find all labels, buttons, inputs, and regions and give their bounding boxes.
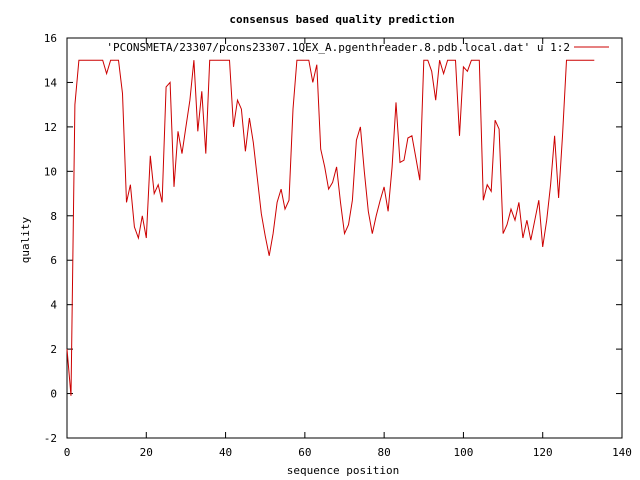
y-tick-label: 14 (44, 76, 58, 89)
legend: 'PCONSMETA/23307/pcons23307.1QEX_A.pgent… (106, 41, 609, 54)
y-tick-label: 6 (50, 254, 57, 267)
x-tick-label: 0 (64, 446, 71, 459)
x-axis-label: sequence position (287, 464, 400, 477)
x-tick-label: 80 (378, 446, 391, 459)
x-tick-label: 60 (298, 446, 311, 459)
x-tick-label: 140 (612, 446, 632, 459)
y-axis-label: quality (19, 216, 32, 263)
y-tick-label: 8 (50, 210, 57, 223)
x-tick-label: 40 (219, 446, 232, 459)
y-tick-label: 0 (50, 388, 57, 401)
y-tick-label: 12 (44, 121, 57, 134)
y-tick-label: 10 (44, 165, 57, 178)
series-layer (66, 59, 595, 396)
x-axis: 0 20 40 60 80 100 120 140 (64, 38, 632, 459)
y-axis: -2 0 2 4 6 8 10 12 14 16 (44, 32, 622, 445)
y-tick-label: 4 (50, 299, 57, 312)
chart-title: consensus based quality prediction (229, 13, 454, 26)
y-tick-label: 2 (50, 343, 57, 356)
series-line (66, 59, 595, 396)
y-tick-label: 16 (44, 32, 57, 45)
y-tick-label: -2 (44, 432, 57, 445)
x-tick-label: 120 (533, 446, 553, 459)
legend-label: 'PCONSMETA/23307/pcons23307.1QEX_A.pgent… (106, 41, 570, 54)
plot-frame (66, 37, 623, 439)
x-tick-label: 20 (140, 446, 153, 459)
x-tick-label: 100 (453, 446, 473, 459)
